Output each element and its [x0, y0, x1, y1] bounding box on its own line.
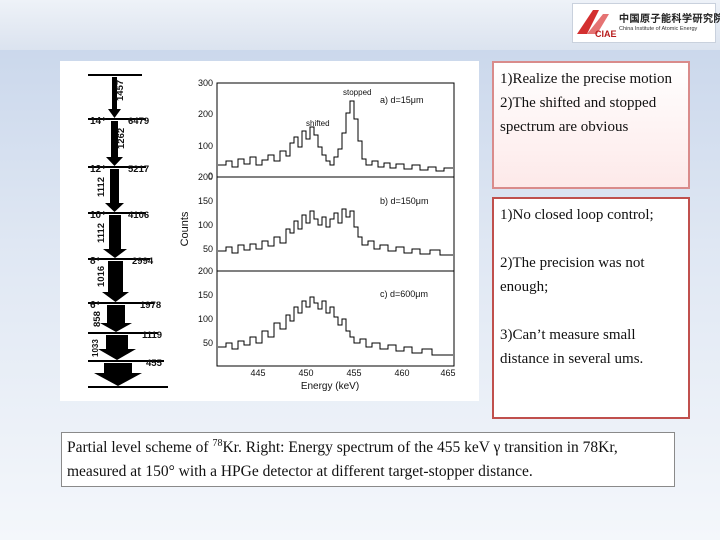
level-energy: 1978 — [140, 300, 161, 311]
x-tick: 450 — [298, 368, 313, 378]
advantage-item: 1)Realize the precise motion — [500, 71, 673, 87]
transition-label: 1016 — [96, 266, 107, 287]
y-tick: 200 — [198, 109, 213, 119]
x-tick: 455 — [346, 368, 361, 378]
transition-label: 1112 — [96, 223, 107, 243]
transition-label: 858 — [92, 311, 103, 327]
panel-label: b) d=150μm — [380, 196, 428, 206]
logo-english-name: China Institute of Atomic Energy — [619, 26, 698, 32]
spin-label: 8⁺ — [90, 256, 101, 267]
y-tick: 100 — [198, 141, 213, 151]
y-tick: 200 — [198, 266, 213, 276]
y-tick: 300 — [198, 78, 213, 88]
annotation-stopped: stopped — [343, 88, 371, 97]
spectra: 300 200 100 0 200 150 100 50 200 150 100… — [179, 78, 456, 392]
advantage-item: 2)The shifted and stopped spectrum are o… — [500, 95, 657, 135]
limitation-item: 2)The precision was not enough; — [500, 255, 645, 295]
advantages-box: 1)Realize the precise motion 2)The shift… — [492, 61, 690, 189]
spectrum-trace-a — [218, 100, 453, 172]
panel-label: c) d=600μm — [380, 289, 428, 299]
ciae-logo-icon: CIAE — [577, 10, 617, 39]
level-energy: 455 — [146, 358, 163, 369]
transition-label: 1112 — [96, 177, 107, 197]
spin-label: 12⁺ — [90, 164, 106, 175]
level-energy: 5217 — [128, 164, 149, 175]
institute-logo: CIAE 中国原子能科学研究院 China Institute of Atomi… — [572, 3, 720, 43]
y-tick: 100 — [198, 220, 213, 230]
transition-label: 1033 — [91, 339, 100, 357]
y-tick: 150 — [198, 196, 213, 206]
level-scheme: 1457 1262 1112 1112 1016 858 1033 6479 5… — [88, 74, 168, 388]
y-tick: 200 — [198, 172, 213, 182]
caption-superscript: 78 — [212, 437, 223, 449]
x-axis-label: Energy (keV) — [301, 381, 359, 392]
spectrum-trace-c — [218, 296, 453, 356]
level-energy: 1119 — [142, 330, 162, 341]
level-energy: 2994 — [132, 256, 154, 267]
spectrum-trace-b — [218, 208, 453, 256]
spectrum-figure: 1457 1262 1112 1112 1016 858 1033 6479 5… — [60, 61, 479, 401]
logo-mark: CIAE — [595, 29, 617, 39]
annotation-shifted: shifted — [306, 119, 330, 128]
level-energy: 4106 — [128, 210, 149, 221]
logo-chinese-name: 中国原子能科学研究院 — [619, 14, 720, 25]
spin-label: 10⁺ — [90, 210, 106, 221]
y-tick: 100 — [198, 314, 213, 324]
limitation-item: 1)No closed loop control; — [500, 207, 654, 223]
spin-label: 14⁺ — [90, 116, 106, 127]
spin-label: 6⁺ — [90, 300, 101, 311]
panel-label: a) d=15μm — [380, 95, 423, 105]
x-tick: 445 — [250, 368, 265, 378]
limitation-item: 3)Can’t measure small distance in severa… — [500, 327, 644, 367]
x-tick: 465 — [440, 368, 455, 378]
y-tick: 0 — [208, 171, 213, 181]
caption-text: Kr. Right: Energy spectrum of the 455 ke… — [67, 439, 618, 480]
transition-label: 1457 — [115, 80, 126, 101]
caption-text: Partial level scheme of — [67, 439, 213, 456]
y-axis-label: Counts — [179, 211, 191, 246]
transition-label: 1262 — [116, 128, 127, 149]
y-tick: 50 — [203, 244, 213, 254]
x-tick: 460 — [394, 368, 409, 378]
limitations-box: 1)No closed loop control; 2)The precisio… — [492, 197, 690, 419]
y-tick: 150 — [198, 290, 213, 300]
y-tick: 50 — [203, 338, 213, 348]
figure-caption: Partial level scheme of 78Kr. Right: Ene… — [61, 432, 675, 487]
level-energy: 6479 — [128, 116, 149, 127]
